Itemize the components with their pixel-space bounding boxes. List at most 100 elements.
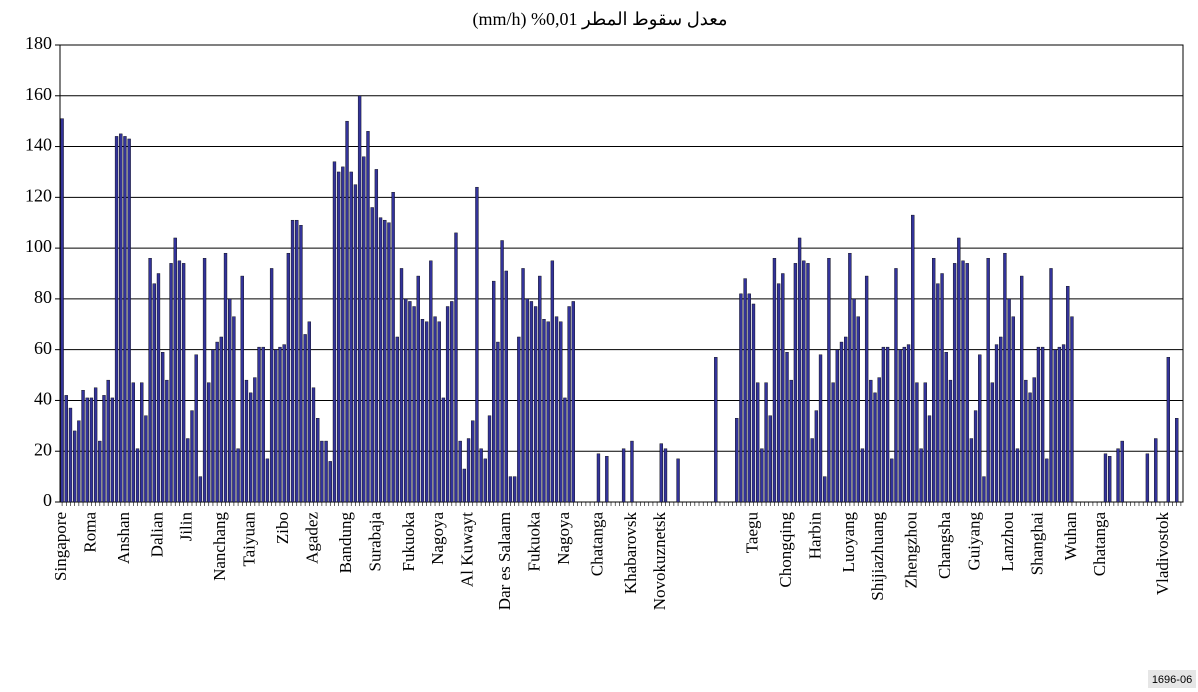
bar xyxy=(219,336,223,503)
bar xyxy=(1040,346,1045,503)
x-tick-label: Dar es Salaam xyxy=(495,512,514,610)
bar xyxy=(106,379,110,503)
bar xyxy=(797,237,802,503)
bar xyxy=(508,476,513,503)
bar xyxy=(936,283,940,503)
bar xyxy=(952,263,957,503)
bar xyxy=(911,214,915,503)
bar xyxy=(102,395,106,503)
bar xyxy=(630,440,634,503)
bar xyxy=(378,217,383,503)
bar xyxy=(408,301,412,503)
bar xyxy=(299,225,303,503)
bar xyxy=(190,410,194,503)
bar xyxy=(932,258,936,503)
x-tick-label: Shijiazhuang xyxy=(868,512,887,601)
bar xyxy=(1007,298,1011,503)
bar xyxy=(181,263,186,503)
bar xyxy=(236,448,240,503)
bar xyxy=(864,275,869,503)
bar xyxy=(605,456,609,503)
bar xyxy=(424,321,429,503)
bar xyxy=(445,306,450,503)
bar xyxy=(336,171,341,503)
bar xyxy=(471,420,475,503)
bar xyxy=(395,336,399,503)
bar xyxy=(282,344,286,503)
bar xyxy=(60,118,64,503)
bar xyxy=(144,415,148,503)
bar xyxy=(240,275,244,503)
bar xyxy=(818,354,823,503)
x-tick-label: Nagoya xyxy=(554,512,573,565)
bar xyxy=(458,440,462,503)
bar xyxy=(823,476,827,503)
bar xyxy=(747,293,751,503)
bar xyxy=(1066,285,1070,503)
bar xyxy=(1154,438,1158,503)
bar xyxy=(1024,379,1028,503)
bar xyxy=(169,263,173,503)
x-tick-label: Roma xyxy=(80,512,99,553)
bar xyxy=(119,133,123,503)
x-tick-label: Agadez xyxy=(302,512,321,564)
bar xyxy=(269,268,274,503)
bar xyxy=(504,270,508,503)
bar xyxy=(399,268,404,503)
y-tick-label: 100 xyxy=(25,236,52,256)
bar xyxy=(93,387,98,503)
bar xyxy=(621,448,626,503)
bar xyxy=(420,319,425,503)
bar xyxy=(810,438,814,503)
bar xyxy=(316,418,320,503)
bar xyxy=(265,458,270,503)
x-tick-label: Jilin xyxy=(177,512,196,542)
bar xyxy=(978,354,982,503)
bar xyxy=(81,390,85,503)
bar xyxy=(919,448,923,503)
bar xyxy=(751,303,756,503)
bar xyxy=(839,341,844,503)
bar xyxy=(1145,453,1150,503)
bar xyxy=(496,341,500,503)
x-tick-label: Chongqing xyxy=(776,512,795,588)
bar xyxy=(357,95,362,503)
bar xyxy=(450,301,454,503)
bar xyxy=(1003,252,1007,503)
bar xyxy=(906,344,911,503)
bar xyxy=(563,397,567,503)
bar xyxy=(110,397,115,503)
bar xyxy=(844,336,848,503)
bar xyxy=(228,298,232,503)
figure-id: 1696-06 xyxy=(1152,674,1192,686)
x-tick-label: Taegu xyxy=(742,512,761,554)
bar xyxy=(1049,268,1053,503)
x-tick-label: Dalian xyxy=(147,512,166,558)
bar xyxy=(437,321,441,503)
bar xyxy=(198,476,203,503)
bar xyxy=(387,222,391,503)
bar xyxy=(915,382,919,503)
bar xyxy=(894,268,898,503)
bar xyxy=(1053,349,1057,503)
bar xyxy=(165,379,169,503)
bar xyxy=(374,169,379,503)
bar xyxy=(760,448,764,503)
bar xyxy=(64,395,68,503)
bar xyxy=(902,346,907,503)
bar xyxy=(332,161,337,503)
y-tick-label: 160 xyxy=(25,84,52,104)
bar xyxy=(831,382,835,503)
bar xyxy=(492,280,496,503)
bar xyxy=(659,443,663,503)
x-tick-label: Chatanga xyxy=(1090,512,1109,577)
bar xyxy=(550,260,555,503)
bar xyxy=(156,273,161,503)
bar xyxy=(743,278,747,503)
bar xyxy=(68,407,73,503)
bar xyxy=(261,346,265,503)
bar xyxy=(341,166,345,503)
x-tick-label: Fukuoka xyxy=(399,512,418,572)
bar xyxy=(320,440,324,503)
bar xyxy=(194,354,198,503)
